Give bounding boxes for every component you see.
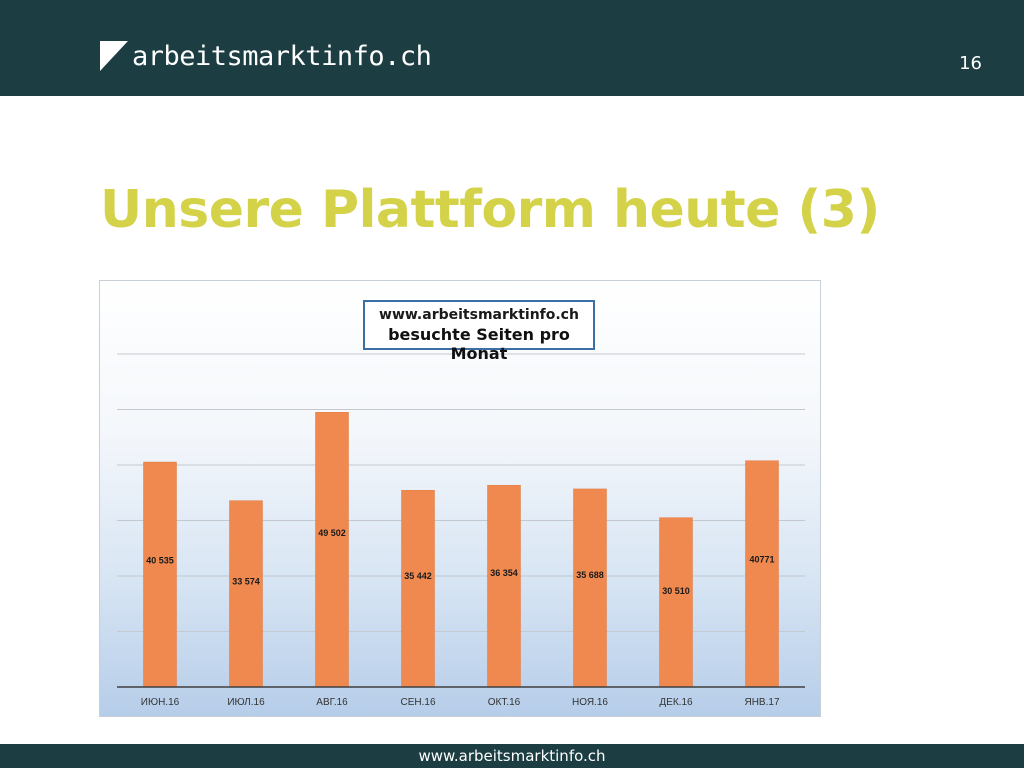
logo-text: arbeitsmarktinfo.ch [132, 40, 432, 72]
x-tick-label: АВГ.16 [316, 697, 348, 708]
data-label: 49 502 [318, 528, 346, 538]
data-label: 33 574 [232, 577, 260, 587]
data-label: 40 535 [146, 555, 174, 565]
bar [745, 460, 779, 688]
data-label: 35 688 [576, 570, 604, 580]
chart-title-box: www.arbeitsmarktinfo.ch besuchte Seiten … [363, 300, 595, 363]
x-tick-label: ОКТ.16 [488, 697, 521, 708]
bar [315, 412, 349, 688]
chart-svg: 40 535 ИЮН.16 33 574 ИЮЛ.16 49 502 АВГ.16 35 4… [117, 353, 805, 708]
x-tick-label: ИЮЛ.16 [227, 697, 265, 708]
bar [659, 517, 693, 688]
bar [487, 484, 521, 688]
logo-mark-icon [100, 41, 128, 71]
slide-title: Unsere Plattform heute (3) [100, 180, 880, 240]
x-tick-label: ИЮН.16 [141, 697, 180, 708]
x-tick-label: НОЯ.16 [572, 697, 608, 708]
header-bar: arbeitsmarktinfo.ch 16 [0, 0, 1024, 96]
footer-url: www.arbeitsmarktinfo.ch [418, 747, 606, 765]
chart-title-line2: besuchte Seiten pro Monat [388, 325, 570, 363]
logo: arbeitsmarktinfo.ch [100, 40, 432, 72]
bar [401, 490, 435, 688]
x-tick-label: ДЕК.16 [659, 697, 693, 708]
data-label: 36 354 [490, 568, 518, 578]
chart-title-line1: www.arbeitsmarktinfo.ch [379, 307, 579, 323]
bar [229, 500, 263, 688]
data-label: 35 442 [404, 571, 432, 581]
x-tick-label: ЯНВ.17 [744, 697, 779, 708]
data-label: 40771 [749, 555, 774, 565]
footer-bar: www.arbeitsmarktinfo.ch [0, 744, 1024, 768]
data-label: 30 510 [662, 586, 690, 596]
x-tick-label: СЕН.16 [400, 697, 435, 708]
chart: 40 535 ИЮН.16 33 574 ИЮЛ.16 49 502 АВГ.16 35 4… [99, 280, 821, 717]
bar [143, 461, 177, 688]
bar [573, 488, 607, 688]
page-number: 16 [959, 53, 982, 74]
